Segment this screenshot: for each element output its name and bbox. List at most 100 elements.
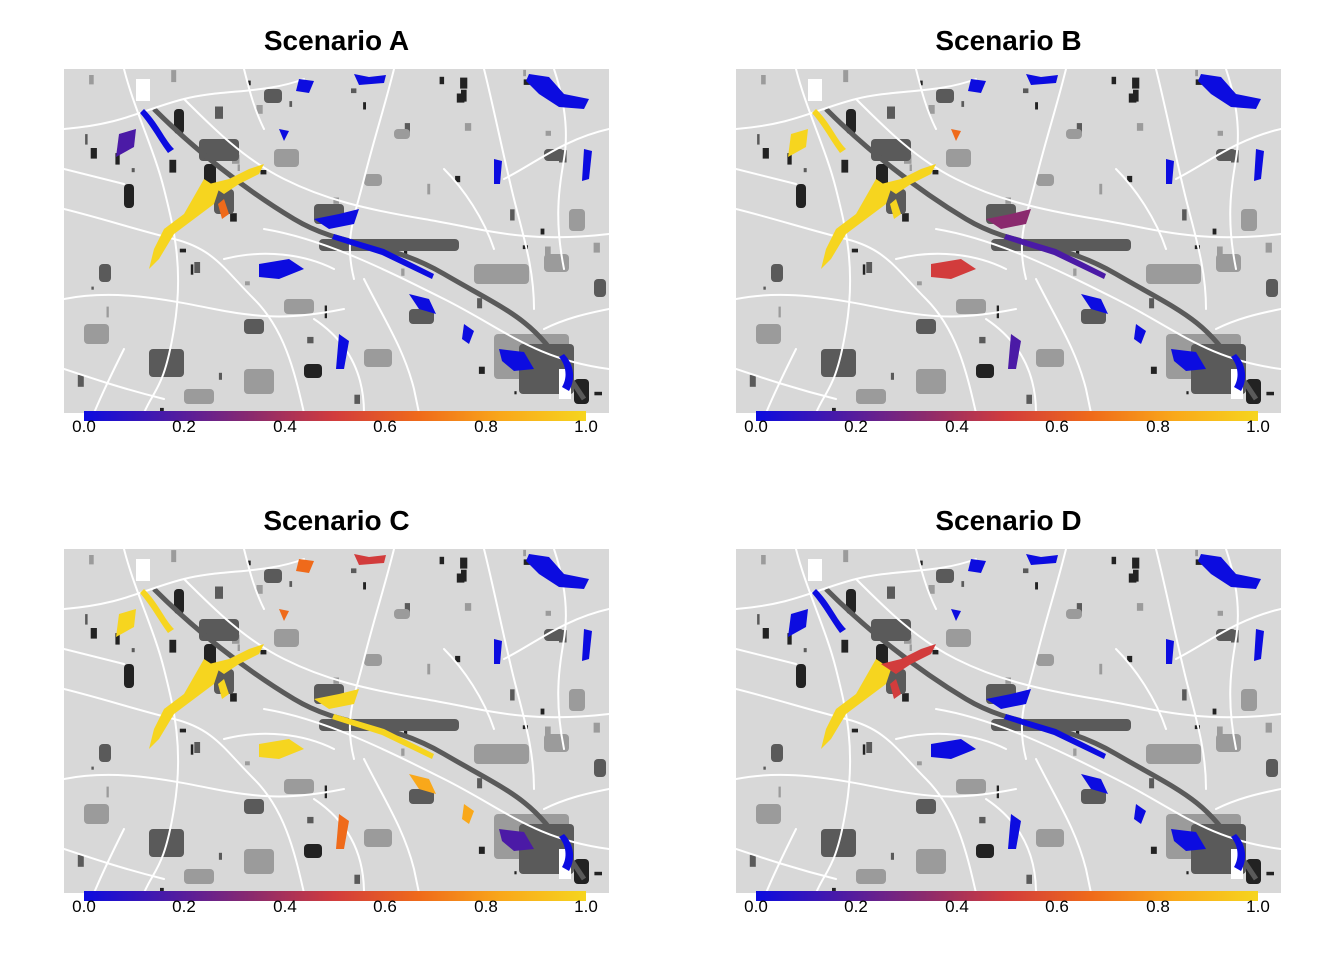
land-patch bbox=[1182, 689, 1187, 701]
habitat-region bbox=[1166, 159, 1174, 184]
road bbox=[64, 208, 305, 413]
land-patch bbox=[171, 550, 177, 563]
land-patch bbox=[787, 633, 792, 645]
land-patch bbox=[544, 254, 569, 272]
land-patch bbox=[932, 650, 939, 655]
land-patch bbox=[99, 744, 111, 762]
land-patch bbox=[427, 663, 431, 675]
land-patch bbox=[594, 279, 606, 297]
land-patch bbox=[90, 628, 97, 639]
land-patch bbox=[284, 779, 314, 794]
habitat-region bbox=[1134, 324, 1146, 344]
land-patch bbox=[77, 854, 84, 867]
land-patch bbox=[256, 105, 263, 114]
land-patch bbox=[917, 761, 922, 766]
land-patch bbox=[474, 744, 529, 764]
habitat-region bbox=[1166, 639, 1174, 664]
land-patch bbox=[843, 550, 849, 563]
land-patch bbox=[1036, 654, 1054, 666]
land-patch bbox=[160, 887, 164, 893]
land-patch bbox=[477, 298, 483, 309]
habitat-region bbox=[1008, 814, 1021, 849]
land-patch bbox=[1026, 874, 1032, 884]
land-patch bbox=[284, 299, 314, 314]
land-patch bbox=[90, 148, 97, 159]
road bbox=[313, 798, 365, 893]
colorbar bbox=[84, 891, 586, 901]
land-patch bbox=[461, 569, 467, 582]
habitat-region bbox=[259, 739, 304, 759]
road bbox=[795, 69, 852, 413]
land-patch bbox=[89, 75, 94, 85]
land-patch bbox=[1136, 123, 1144, 131]
colorbar-tick-label: 1.0 bbox=[1246, 897, 1270, 916]
land-patch bbox=[199, 139, 239, 161]
land-patch bbox=[364, 349, 392, 367]
land-patch bbox=[771, 744, 783, 762]
land-patch bbox=[1146, 264, 1201, 284]
land-patch bbox=[1241, 209, 1257, 231]
land-patch bbox=[461, 89, 467, 102]
land-patch bbox=[364, 174, 382, 186]
map-scenario-a bbox=[64, 69, 609, 413]
land-patch bbox=[194, 742, 201, 753]
land-patch bbox=[351, 568, 357, 574]
road bbox=[64, 168, 125, 185]
land-patch bbox=[936, 569, 954, 583]
colorbar-tick-label: 0.4 bbox=[273, 897, 297, 916]
road bbox=[93, 828, 125, 893]
road bbox=[223, 732, 335, 750]
land-patch bbox=[439, 76, 445, 85]
land-patch bbox=[841, 159, 849, 173]
land-patch bbox=[409, 309, 434, 324]
land-patch bbox=[1212, 708, 1217, 715]
land-patch bbox=[1241, 689, 1257, 711]
land-patch bbox=[1066, 609, 1082, 619]
road bbox=[64, 368, 165, 400]
road bbox=[64, 293, 345, 318]
habitat-region bbox=[881, 644, 936, 674]
land-patch bbox=[856, 389, 886, 404]
land-patch bbox=[363, 102, 366, 110]
road bbox=[915, 69, 937, 130]
land-patch bbox=[455, 175, 461, 183]
colorbar-tick-label: 0.6 bbox=[373, 417, 397, 436]
habitat-region bbox=[499, 829, 534, 851]
colorbar-tick-label: 0.0 bbox=[72, 897, 96, 916]
land-patch bbox=[274, 629, 299, 647]
land-patch bbox=[763, 766, 766, 770]
land-patch bbox=[545, 246, 551, 259]
land-patch bbox=[124, 664, 134, 688]
land-patch bbox=[84, 324, 109, 344]
land-patch bbox=[131, 168, 135, 173]
land-patch bbox=[274, 149, 299, 167]
land-patch bbox=[179, 248, 186, 253]
land-patch bbox=[169, 639, 177, 653]
road bbox=[223, 252, 335, 270]
land-patch bbox=[460, 77, 468, 89]
land-patch bbox=[1216, 629, 1236, 641]
land-patch bbox=[866, 262, 873, 273]
settlement bbox=[808, 559, 822, 581]
land-patch bbox=[946, 149, 971, 167]
land-patch bbox=[1073, 268, 1077, 276]
land-patch bbox=[946, 629, 971, 647]
colorbar-tick-label: 1.0 bbox=[574, 417, 598, 436]
land-patch bbox=[523, 69, 526, 77]
colorbar-tick-label: 0.2 bbox=[844, 417, 868, 436]
land-patch bbox=[866, 742, 873, 753]
habitat-region bbox=[582, 149, 592, 181]
land-patch bbox=[99, 264, 111, 282]
habitat-region bbox=[1081, 774, 1108, 794]
road bbox=[1175, 608, 1281, 660]
habitat-region bbox=[890, 199, 901, 219]
land-patch bbox=[956, 299, 986, 314]
land-patch bbox=[917, 281, 922, 286]
land-patch bbox=[409, 789, 434, 804]
land-patch bbox=[544, 734, 569, 752]
habitat-region bbox=[314, 689, 359, 709]
habitat-region bbox=[821, 659, 891, 749]
habitat-region bbox=[462, 324, 474, 344]
land-patch bbox=[1111, 556, 1117, 565]
road bbox=[64, 848, 165, 880]
